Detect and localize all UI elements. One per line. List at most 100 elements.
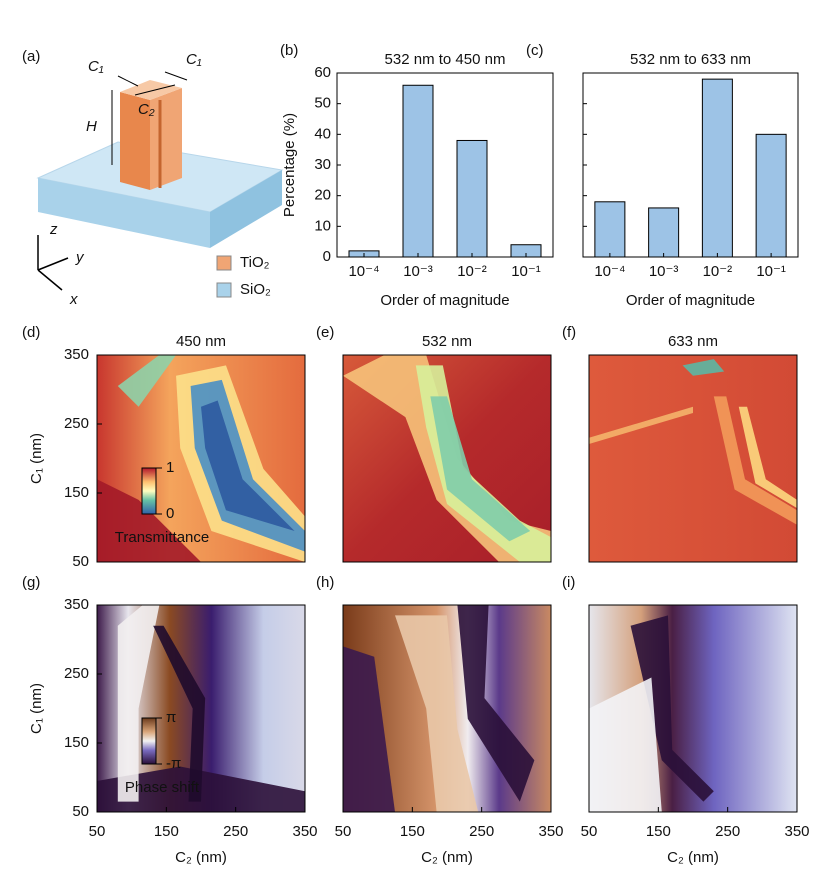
heatmap-image bbox=[343, 605, 551, 812]
bar bbox=[755, 133, 787, 258]
heatmap-region bbox=[630, 615, 714, 802]
colorbar-tick-label: 0 bbox=[166, 505, 174, 522]
panel-label: (h) bbox=[316, 574, 334, 591]
diagram: (a) C₁ C₁ C₂ H z y x bbox=[22, 48, 284, 308]
substrate-front bbox=[38, 178, 210, 248]
heatmap-region bbox=[117, 355, 177, 407]
y-axis-title: Percentage (%) bbox=[281, 113, 298, 217]
dim-label: C₁ bbox=[186, 51, 202, 68]
x-tick-label: 350 bbox=[538, 823, 563, 840]
heatmap-region bbox=[153, 625, 206, 802]
plot-frame bbox=[342, 354, 552, 563]
colorbar bbox=[141, 717, 157, 765]
pillar-side bbox=[150, 88, 182, 190]
colorbar-tick-label: -π bbox=[166, 755, 181, 772]
plot-frame bbox=[336, 72, 554, 258]
heatmap-region bbox=[97, 479, 201, 562]
heatmap-image bbox=[343, 355, 551, 562]
heatmap-image bbox=[97, 605, 305, 812]
x-tick-label: 50 bbox=[335, 823, 352, 840]
x-tick-label: 150 bbox=[646, 823, 671, 840]
c1-arrow bbox=[164, 71, 188, 81]
x-axis-title: Order of magnitude bbox=[380, 292, 509, 309]
panel-label: (b) bbox=[280, 42, 298, 59]
heatmap-region bbox=[430, 396, 531, 542]
heatmap-image bbox=[97, 355, 305, 562]
bar bbox=[594, 201, 626, 258]
x-tick-label: 50 bbox=[581, 823, 598, 840]
heatmap-image bbox=[589, 355, 797, 562]
y-tick-label: 350 bbox=[64, 596, 89, 613]
panel-title: 633 nm bbox=[668, 333, 718, 350]
plot-frame bbox=[582, 72, 799, 258]
x-tick-label: 10⁻¹ bbox=[756, 263, 786, 280]
legend-swatch bbox=[216, 282, 232, 298]
panel-label: (i) bbox=[562, 574, 575, 591]
colorbar bbox=[141, 467, 157, 515]
axis-label: z bbox=[49, 221, 58, 238]
axis-label: x bbox=[69, 291, 78, 308]
x-tick-label: 250 bbox=[469, 823, 494, 840]
dim-label: C₂ bbox=[138, 101, 155, 118]
heatmap-region bbox=[682, 359, 725, 376]
colorbar-tick-label: π bbox=[166, 709, 176, 726]
y-tick-label: 50 bbox=[72, 803, 89, 820]
y-tick-label: 50 bbox=[314, 95, 331, 112]
x-tick-label: 250 bbox=[223, 823, 248, 840]
y-tick-label: 10 bbox=[314, 217, 331, 234]
heatmap-region bbox=[589, 677, 662, 812]
y-axis-title: C₁ (nm) bbox=[28, 433, 45, 484]
x-tick-label: 10⁻² bbox=[457, 263, 487, 280]
substrate-side bbox=[210, 170, 282, 248]
x-tick-label: 150 bbox=[154, 823, 179, 840]
colorbar-label: Phase shift bbox=[125, 779, 200, 796]
y-tick-label: 0 bbox=[323, 248, 331, 265]
colorbar-tick-label: 1 bbox=[166, 459, 174, 476]
x-tick-label: 350 bbox=[784, 823, 809, 840]
dim-label: H bbox=[86, 118, 97, 135]
colorbar-label: Transmittance bbox=[115, 529, 209, 546]
y-tick-label: 150 bbox=[64, 484, 89, 501]
x-tick-label: 150 bbox=[400, 823, 425, 840]
heatmap-region bbox=[738, 406, 797, 509]
pillar-front bbox=[120, 92, 150, 190]
x-axis-title: C₂ (nm) bbox=[175, 849, 227, 866]
y-tick-label: 30 bbox=[314, 156, 331, 173]
y-axis-title: C₁ (nm) bbox=[28, 683, 45, 734]
heatmap-region bbox=[457, 605, 535, 802]
x-tick-label: 10⁻³ bbox=[403, 263, 433, 280]
heatmap-region bbox=[589, 406, 693, 445]
plot-frame bbox=[96, 354, 306, 563]
x-axis-title: Order of magnitude bbox=[626, 292, 755, 309]
x-tick-label: 10⁻² bbox=[703, 263, 733, 280]
c2-arrow bbox=[134, 84, 176, 96]
heatmap-region bbox=[713, 396, 797, 525]
axis-x bbox=[37, 269, 63, 291]
x-axis-title: C₂ (nm) bbox=[667, 849, 719, 866]
c1-arrow bbox=[117, 75, 139, 87]
plot-frame bbox=[96, 604, 306, 813]
bar bbox=[456, 139, 488, 258]
heatmap-image bbox=[589, 605, 797, 812]
x-tick-label: 10⁻³ bbox=[649, 263, 679, 280]
panel-label: (g) bbox=[22, 574, 40, 591]
plot-frame bbox=[588, 354, 798, 563]
panel-label: (c) bbox=[526, 42, 544, 59]
panel-title: 532 nm to 633 nm bbox=[630, 51, 751, 68]
legend-label: SiO₂ bbox=[240, 281, 271, 298]
panel-title: 532 nm bbox=[422, 333, 472, 350]
y-tick-label: 40 bbox=[314, 125, 331, 142]
y-tick-label: 60 bbox=[314, 64, 331, 81]
x-tick-label: 10⁻⁴ bbox=[348, 263, 379, 280]
panel-title: 450 nm bbox=[176, 333, 226, 350]
legend-label: TiO₂ bbox=[240, 254, 270, 271]
panel-label: (f) bbox=[562, 324, 576, 341]
axis-label: y bbox=[75, 249, 85, 266]
legend-swatch bbox=[216, 255, 232, 271]
x-tick-label: 250 bbox=[715, 823, 740, 840]
x-tick-label: 10⁻¹ bbox=[511, 263, 541, 280]
x-tick-label: 10⁻⁴ bbox=[594, 263, 625, 280]
heatmap-region bbox=[343, 646, 395, 812]
heatmap-region bbox=[395, 615, 479, 812]
